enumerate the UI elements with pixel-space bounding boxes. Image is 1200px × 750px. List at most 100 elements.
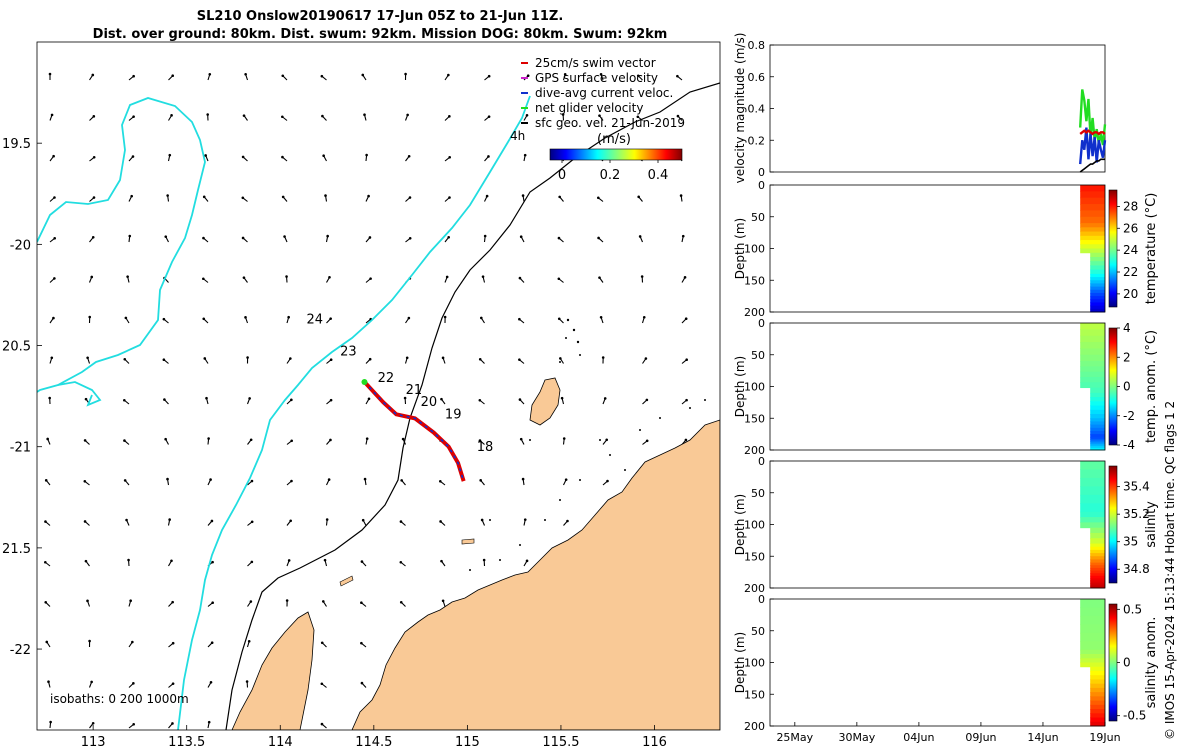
geo-vector-head (408, 196, 412, 199)
geo-vector-head (166, 194, 169, 197)
geo-vector-head (92, 155, 96, 159)
section-cell (1090, 296, 1105, 300)
velocity-line (1079, 129, 1106, 136)
geo-vector-head (363, 113, 366, 116)
geo-vector-head (328, 275, 331, 279)
geo-vector-head (321, 114, 324, 118)
time-tick-label: 04Jun (903, 731, 934, 744)
geo-vector-head (448, 196, 451, 199)
legend-extra: 4h (510, 129, 525, 143)
geo-vector-head (685, 358, 688, 362)
geo-vector-head (203, 357, 207, 360)
geo-vector-head (246, 356, 249, 359)
geo-vector-head (518, 398, 522, 401)
section-cell (1080, 244, 1105, 249)
section-cell (1090, 441, 1105, 445)
map-cbar-tick-label: 0.4 (648, 168, 669, 183)
section-cell (1080, 235, 1105, 241)
section-cell (1080, 658, 1105, 663)
geo-vector-head (171, 722, 174, 725)
velocity-line (1078, 127, 1107, 165)
section-colorbar (1108, 465, 1118, 584)
map-x-axis: 113 113.5 114 114.5 115 115.5 116 (81, 725, 667, 750)
depth-tick-label: 100 (744, 657, 765, 670)
section-cell (1080, 649, 1105, 655)
depth-ylabel: Depth (m) (733, 356, 747, 417)
cbar-tick-label: 22 (1123, 265, 1138, 279)
geo-vector-head (638, 235, 642, 238)
geo-vector-head (363, 477, 367, 481)
geo-vector-head (329, 317, 332, 320)
geo-vector-head (244, 72, 247, 76)
geo-vector-head (518, 317, 521, 321)
geo-vector-head (46, 437, 49, 441)
day-label: 21 (406, 383, 423, 398)
geo-vector-head (521, 477, 525, 481)
geo-vector-head (368, 236, 372, 239)
section-cell (1090, 679, 1105, 685)
geo-vector-head (518, 276, 522, 280)
geo-vector-head (321, 600, 325, 603)
geo-vector-head (207, 437, 210, 440)
geo-vector-head (441, 599, 445, 603)
colorbar-label: salinity anom. (1144, 617, 1159, 709)
geo-vector-head (320, 722, 324, 726)
depth-tick-label: 0 (758, 593, 765, 606)
geo-vector-head (365, 437, 369, 440)
title-line-2: Dist. over ground: 80km. Dist. swum: 92k… (92, 27, 668, 42)
geo-vector-head (171, 74, 175, 78)
geo-vector-head (90, 275, 94, 279)
geo-vector-head (83, 439, 87, 442)
geo-vector-head (645, 398, 649, 402)
depth-tick-label: 50 (751, 349, 765, 362)
geo-vector-head (132, 682, 135, 685)
depth-tick-label: 100 (744, 381, 765, 394)
section-cell (1090, 704, 1105, 710)
section-cell (1090, 447, 1105, 451)
geo-vector-head (88, 639, 91, 643)
section-cell (1080, 382, 1105, 389)
section-cell (1080, 607, 1105, 617)
geo-vector-head (287, 315, 290, 319)
depth-tick-label: 0 (758, 455, 765, 468)
geo-vector-head (162, 317, 166, 321)
section-cell (1080, 335, 1105, 343)
geo-vector-head (676, 74, 679, 78)
geo-vector-head (88, 315, 92, 319)
geo-vector-head (242, 276, 246, 279)
colorbar-label: temperature (°C) (1144, 193, 1159, 305)
section-cell (1090, 538, 1105, 545)
geo-vector-head (132, 115, 135, 118)
section-cell (1080, 486, 1105, 496)
geo-vector-head (202, 277, 205, 281)
colorbar-label: (m/s) (597, 132, 631, 147)
geo-vector-head (525, 559, 529, 563)
section-colorbar (1108, 327, 1118, 446)
geo-vector-head (487, 115, 491, 118)
section-cell (1090, 387, 1105, 394)
velocity-series (1078, 89, 1107, 173)
geo-vector-head (369, 277, 372, 280)
geo-vector-head (557, 317, 561, 321)
section-cell (1080, 522, 1105, 529)
day-label: 19 (445, 407, 462, 422)
map-colorbar (549, 148, 683, 161)
colorbar-label: salinity (1144, 501, 1159, 548)
section-cell (1080, 371, 1105, 378)
geo-vector-head (92, 115, 96, 118)
section-cell (1080, 329, 1105, 337)
section-cell (1090, 583, 1105, 586)
cbar-tick-label: 35.4 (1123, 480, 1150, 494)
geo-vector-head (52, 154, 55, 158)
cbar-tick-label: 0 (1123, 380, 1131, 394)
velocity-ytick-label: 0.4 (748, 103, 766, 116)
geo-vector-head (525, 114, 529, 117)
section-cell (1090, 573, 1105, 577)
geo-vector-head (367, 397, 371, 401)
geo-vector-head (558, 195, 561, 199)
map-frame (36, 41, 721, 731)
geo-vector-head (447, 235, 450, 239)
geo-vector-head (44, 479, 48, 482)
geo-vector-head (684, 438, 688, 442)
